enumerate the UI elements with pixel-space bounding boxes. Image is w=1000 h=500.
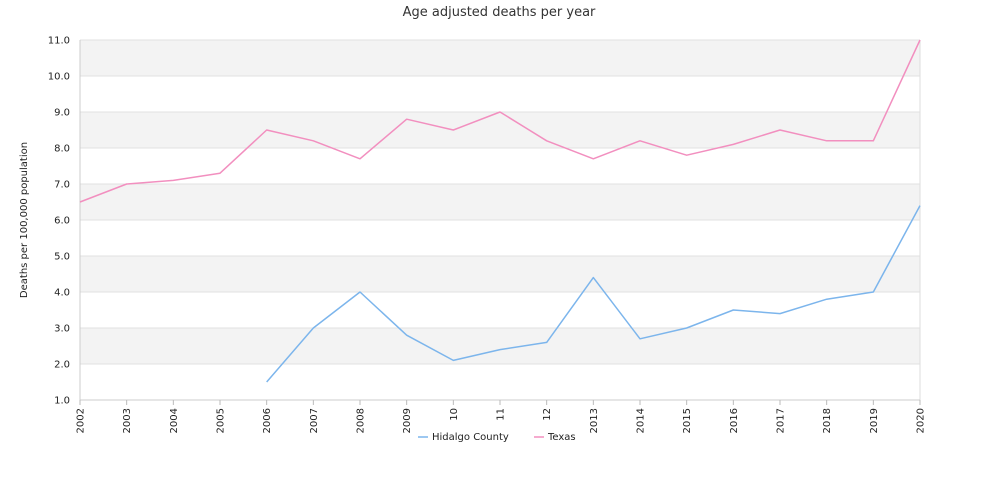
x-tick-label: 2019 — [869, 408, 880, 433]
legend: Hidalgo County Texas — [418, 432, 576, 443]
y-tick-label: 7.0 — [54, 180, 70, 191]
plot-band — [80, 328, 920, 364]
y-tick-label: 6.0 — [54, 216, 70, 227]
x-tick-label: 2008 — [356, 408, 367, 433]
legend-item-texas[interactable]: Texas — [534, 432, 576, 443]
plot-band — [80, 184, 920, 220]
x-tick-label: 2009 — [402, 408, 413, 433]
plot-band — [80, 76, 920, 112]
y-axis-label: Deaths per 100,000 population — [19, 142, 30, 298]
x-tick-label: 2005 — [216, 408, 227, 433]
plot-band — [80, 220, 920, 256]
plot-band — [80, 364, 920, 400]
plot-band — [80, 112, 920, 148]
y-tick-label: 4.0 — [54, 288, 70, 299]
y-tick-label: 8.0 — [54, 144, 70, 155]
legend-item-hidalgo-county[interactable]: Hidalgo County — [418, 432, 509, 443]
y-tick-label: 1.0 — [54, 396, 70, 407]
x-tick-label: 2020 — [916, 408, 927, 433]
plot-band — [80, 40, 920, 76]
y-tick-label: 11.0 — [48, 36, 70, 47]
plot-bands — [80, 40, 920, 400]
y-tick-labels: 1.0 2.0 3.0 4.0 5.0 6.0 7.0 8.0 9.0 10.0 11.0 — [48, 36, 70, 407]
axes — [79, 40, 921, 405]
x-tick-label: 12 — [542, 408, 553, 421]
x-tick-label: 2016 — [729, 408, 740, 433]
y-tick-label: 5.0 — [54, 252, 70, 263]
series-lines — [79, 39, 921, 383]
x-tick-label: 2017 — [776, 408, 787, 433]
x-tick-label: 2004 — [169, 408, 180, 433]
x-tick-label: 10 — [449, 408, 460, 421]
x-tick-label: 2013 — [589, 408, 600, 433]
legend-label: Texas — [547, 432, 576, 443]
y-tick-label: 10.0 — [48, 72, 70, 83]
x-tick-label: 11 — [496, 408, 507, 421]
chart-title: Age adjusted deaths per year — [403, 5, 596, 20]
x-tick-label: 2018 — [822, 408, 833, 433]
series-line-hidalgo-county — [266, 205, 921, 383]
x-tick-label: 2006 — [262, 408, 273, 433]
y-tick-label: 9.0 — [54, 108, 70, 119]
legend-label: Hidalgo County — [432, 432, 509, 443]
series-line-texas — [79, 39, 921, 203]
plot-band — [80, 148, 920, 184]
x-tick-label: 2007 — [309, 408, 320, 433]
plot-band — [80, 292, 920, 328]
x-tick-label: 2002 — [76, 408, 87, 433]
y-tick-label: 3.0 — [54, 324, 70, 335]
plot-band — [80, 256, 920, 292]
y-tick-label: 2.0 — [54, 360, 70, 371]
x-tick-label: 2003 — [122, 408, 133, 433]
x-tick-label: 2015 — [682, 408, 693, 433]
x-tick-label: 2014 — [636, 408, 647, 433]
x-tick-labels: 2002 2003 2004 2005 2006 2007 2008 2009 10 11 12 20… — [76, 408, 927, 433]
